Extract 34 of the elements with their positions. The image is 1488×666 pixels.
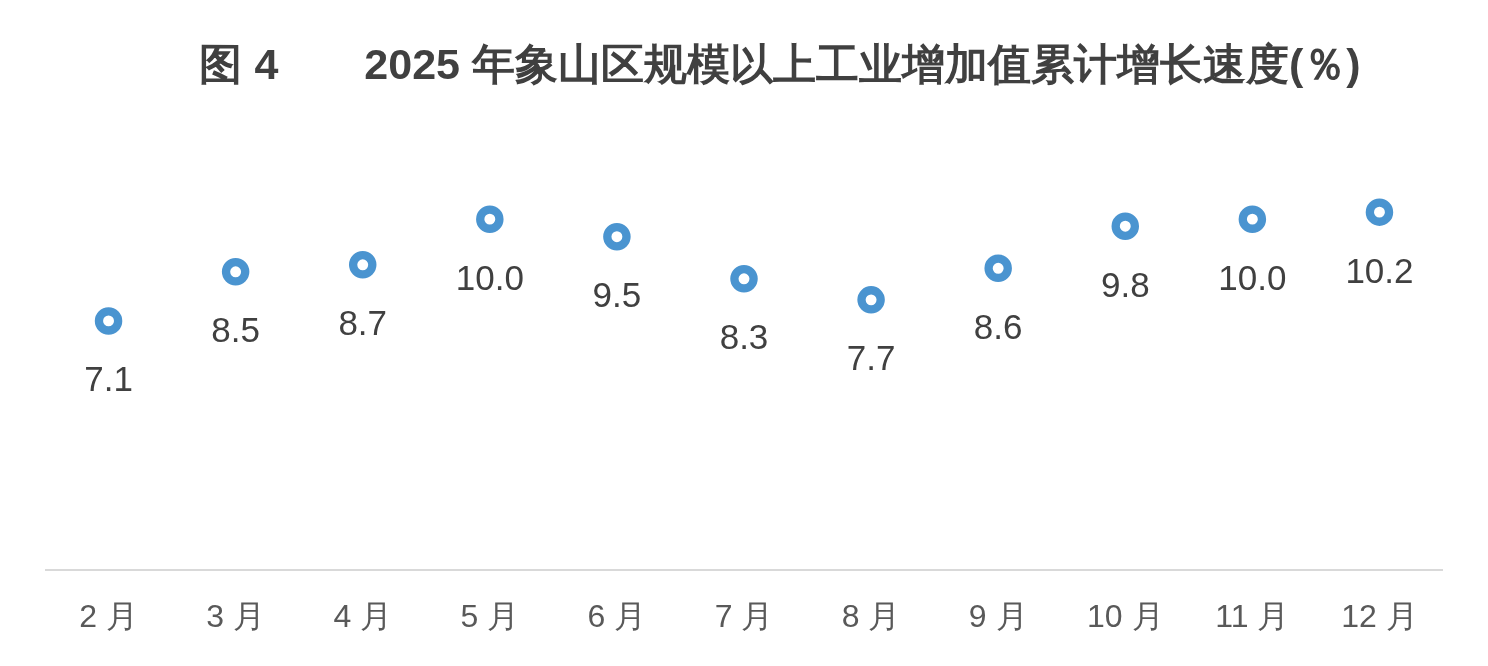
data-label: 8.5 [211, 310, 260, 350]
data-label: 9.5 [592, 275, 642, 315]
point [221, 258, 250, 286]
data-label: 10.2 [1345, 250, 1414, 290]
data-label: 8.7 [338, 303, 388, 343]
point [1111, 212, 1140, 240]
x-tick-label: 5 月 [460, 597, 520, 634]
data-label: 8.6 [973, 306, 1023, 346]
x-tick-label: 7 月 [714, 597, 774, 634]
x-tick-label: 4 月 [333, 597, 393, 634]
point [476, 205, 504, 233]
x-tick-label: 2 月 [79, 597, 138, 634]
x-tick-label: 8 月 [841, 597, 901, 634]
data-label: 10.0 [455, 257, 524, 297]
point [984, 254, 1012, 283]
x-tick-label: 3 月 [206, 597, 265, 634]
x-tick-label: 11 月 [1215, 597, 1290, 634]
point [94, 307, 123, 335]
point [857, 286, 885, 314]
point [348, 251, 377, 279]
point [603, 222, 631, 251]
data-label: 7.7 [846, 338, 896, 378]
point [1238, 205, 1267, 233]
x-tick-label: 12 月 [1341, 597, 1418, 634]
chart-title: 图 4 2025 年象山区规模以上工业增加值累计增长速度(％) [199, 40, 1361, 88]
data-label: 10.0 [1218, 257, 1287, 297]
data-label: 9.8 [1100, 264, 1150, 304]
point [1365, 198, 1394, 226]
data-label: 7.1 [84, 359, 133, 399]
point [730, 265, 758, 293]
x-tick-label: 9 月 [968, 597, 1028, 634]
x-tick-label: 6 月 [587, 597, 647, 634]
x-tick-label: 10 月 [1087, 597, 1164, 634]
data-label: 8.3 [719, 317, 769, 357]
